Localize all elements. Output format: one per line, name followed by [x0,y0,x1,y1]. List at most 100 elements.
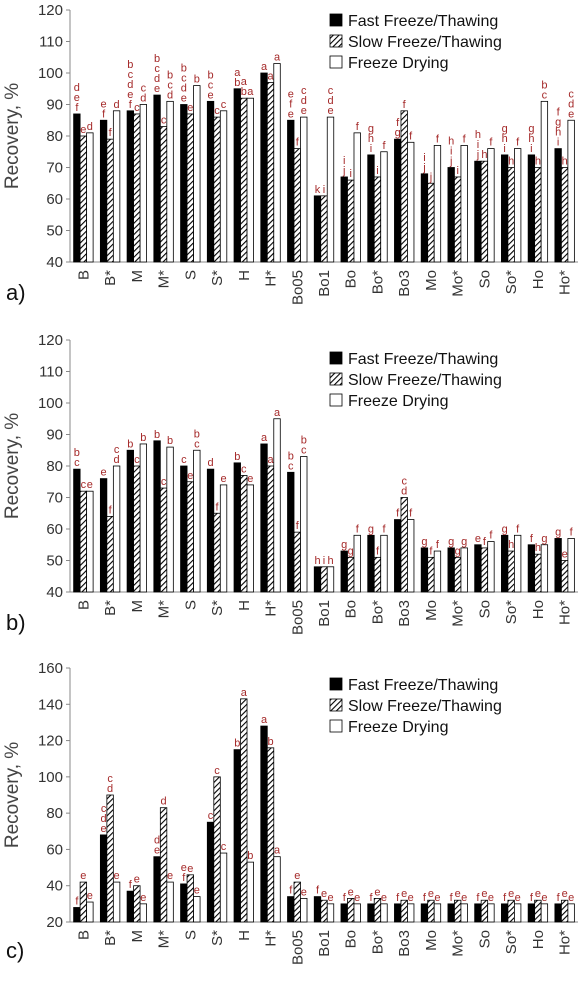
bar [433,145,442,263]
significance-letters: f [409,130,413,142]
bar [273,418,281,593]
x-tick-label: Bo05 [289,270,306,305]
x-tick-label: Bo* [369,600,386,624]
significance-letters: e [87,479,93,491]
significance-letters: f [436,539,440,551]
bar [106,794,114,923]
bar [347,556,355,593]
legend-swatch [329,13,343,27]
significance-letters: c [241,463,247,475]
bar [180,104,188,263]
legend-swatch [329,698,343,712]
bar [367,903,375,923]
bar [507,550,515,593]
significance-letters: a [241,687,248,699]
bar [340,903,348,923]
y-tick-label: 100 [38,769,63,786]
significance-letters: e [374,886,380,898]
bar [474,160,482,263]
bar [454,556,462,593]
bar [73,907,81,923]
significance-letters: f [463,133,467,145]
bar [320,195,328,263]
significance-letters: f [75,895,79,907]
bar [139,104,147,263]
significance-letters: c [134,454,140,466]
bar [353,903,361,923]
x-tick-label: Mo* [450,600,467,627]
significance-letters: e [562,549,568,561]
bar [320,566,328,593]
significance-letters: e [187,470,193,482]
bar [246,97,254,263]
bar [260,443,268,593]
significance-letters: f [316,885,320,897]
significance-letters: a [267,454,274,466]
bar [540,100,549,263]
y-tick-label: 100 [38,395,63,412]
bar [99,834,108,923]
x-tick-label: So [476,930,493,948]
bar [133,885,141,923]
significance-letters: e [80,870,86,882]
x-tick-label: S [182,930,199,940]
bar [159,126,168,263]
bar [219,484,228,593]
x-tick-label: H* [263,270,280,287]
significance-letters: g [421,536,427,548]
bar [373,176,382,263]
significance-letters: f [356,523,360,535]
x-tick-label: M [129,270,146,283]
bar [480,547,489,593]
x-tick-label: Bo05 [289,930,306,965]
bar [266,465,275,593]
legend-swatch [329,372,343,386]
bar [99,119,108,263]
significance-letters: e [481,888,487,900]
significance-letters: e [327,892,333,904]
significance-letters: g [502,523,508,535]
x-tick-label: Mo [423,930,440,951]
significance-letters: f [489,137,493,149]
bar [260,72,268,263]
significance-letters: c [208,810,214,822]
bar [474,903,482,923]
bar [153,94,161,263]
significance-letters: h [314,555,320,567]
bar [560,899,569,923]
y-tick-label: 40 [46,254,63,271]
y-tick-label: 20 [46,914,63,931]
x-tick-label: Ho* [557,270,574,295]
significance-letters: f [343,892,347,904]
significance-letters: e [194,885,200,897]
legend-label: Freeze Drying [348,55,448,72]
x-tick-label: Mo [423,600,440,621]
y-tick-label: 50 [46,553,63,570]
bar [126,890,134,923]
bar [153,440,161,593]
bar [400,497,408,593]
bar [407,141,415,263]
significance-letters: e [515,892,521,904]
significance-letters: e [434,892,440,904]
bar [373,556,382,593]
legend-swatch [329,393,343,407]
bar [380,534,388,593]
x-tick-label: So [476,600,493,618]
significance-letters: e [167,870,173,882]
significance-letters: f [503,892,507,904]
bar [79,490,88,593]
bar [567,119,575,263]
bar [487,541,495,593]
significance-letters: d [87,121,93,133]
y-tick-label: 90 [46,97,63,114]
significance-letters: d [161,796,167,808]
significance-letters: a [261,61,268,73]
significance-letters: e [408,892,414,904]
bar [153,856,161,923]
